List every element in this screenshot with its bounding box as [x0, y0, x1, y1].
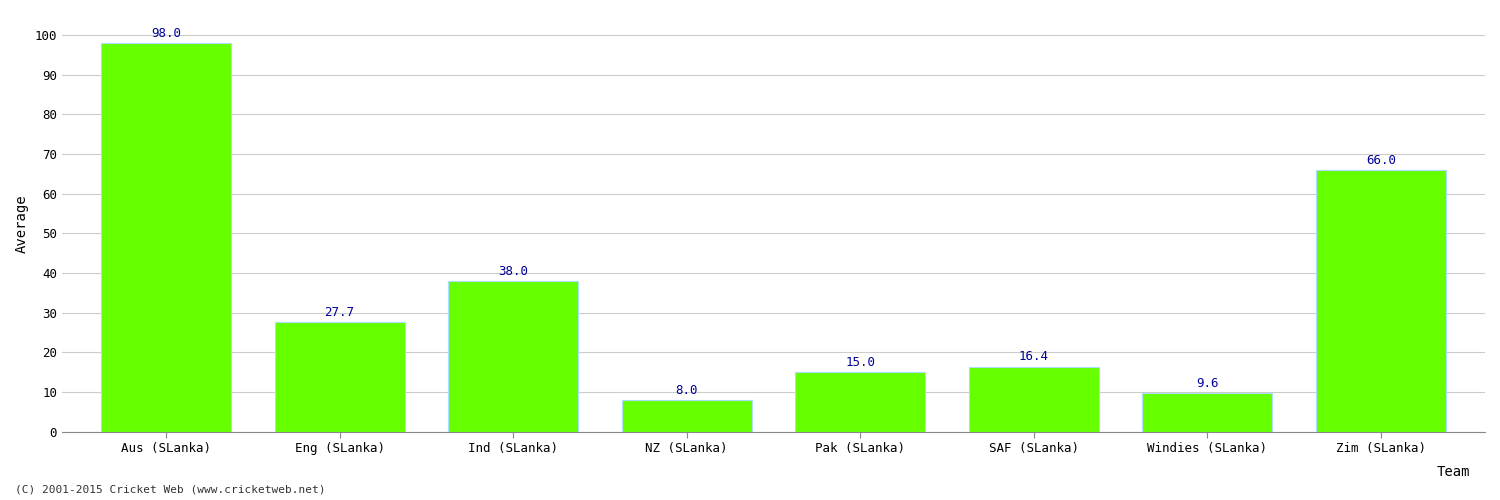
Text: 27.7: 27.7 [324, 306, 354, 318]
Y-axis label: Average: Average [15, 194, 28, 252]
Text: 9.6: 9.6 [1196, 378, 1218, 390]
Text: Team: Team [1437, 465, 1470, 479]
Bar [448, 281, 578, 432]
Bar [1316, 170, 1446, 432]
Text: 98.0: 98.0 [152, 26, 182, 40]
Bar [969, 366, 1100, 432]
Bar [1142, 394, 1272, 432]
Text: 15.0: 15.0 [844, 356, 874, 369]
Text: 66.0: 66.0 [1366, 154, 1396, 166]
Text: 16.4: 16.4 [1019, 350, 1048, 364]
Text: (C) 2001-2015 Cricket Web (www.cricketweb.net): (C) 2001-2015 Cricket Web (www.cricketwe… [15, 485, 326, 495]
Bar [274, 322, 405, 432]
Text: 8.0: 8.0 [675, 384, 698, 396]
Bar [100, 43, 231, 432]
Text: 38.0: 38.0 [498, 264, 528, 278]
Bar [621, 400, 752, 432]
Bar [795, 372, 926, 432]
